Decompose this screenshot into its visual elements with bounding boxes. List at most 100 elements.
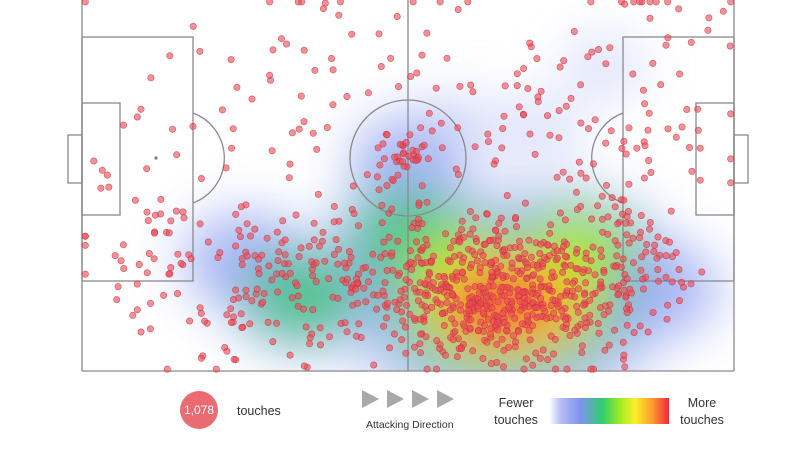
touch-point <box>464 285 472 293</box>
touch-point <box>539 304 547 312</box>
touch-point <box>639 275 647 283</box>
touch-point <box>143 165 151 173</box>
touch-point <box>380 322 388 330</box>
touch-point <box>644 126 652 134</box>
touch-point <box>573 302 581 310</box>
touch-point <box>405 152 413 160</box>
touch-point <box>607 127 615 135</box>
touch-point <box>419 244 427 252</box>
touch-point <box>229 125 237 133</box>
touch-point <box>586 296 594 304</box>
touch-point <box>374 291 382 299</box>
touch-point <box>418 220 426 228</box>
touch-point <box>362 263 370 271</box>
touch-point <box>543 112 551 120</box>
touch-point <box>662 252 670 260</box>
touch-point <box>446 258 454 266</box>
touch-point <box>630 328 638 336</box>
touch-point <box>614 291 622 299</box>
touch-point <box>189 22 197 30</box>
touch-point <box>727 179 735 187</box>
touch-point <box>456 301 464 309</box>
touch-point <box>399 150 407 158</box>
touch-point <box>525 326 533 334</box>
touch-point <box>383 131 391 139</box>
touch-point <box>588 48 596 56</box>
touch-point <box>602 139 610 147</box>
touch-point <box>438 144 446 152</box>
touch-point <box>649 59 657 67</box>
touch-point <box>451 320 459 328</box>
touch-point <box>437 119 445 127</box>
touch-point <box>561 262 569 270</box>
touch-point <box>683 106 691 114</box>
touch-point <box>394 237 402 245</box>
touch-point <box>615 282 623 290</box>
touch-point <box>412 238 420 246</box>
touch-point <box>378 201 386 209</box>
touch-point <box>563 365 571 373</box>
touch-point <box>582 174 590 182</box>
touch-point <box>511 214 519 222</box>
touch-point <box>675 297 683 305</box>
touch-point <box>453 353 461 361</box>
touch-point <box>698 268 706 276</box>
touch-point <box>458 268 466 276</box>
touch-point <box>319 228 327 236</box>
touch-point <box>228 144 236 152</box>
attacking-direction-label: Attacking Direction <box>366 419 454 431</box>
play-arrow-icon <box>412 390 429 408</box>
touch-point <box>450 237 458 245</box>
touch-point <box>484 130 492 138</box>
touch-point <box>595 329 603 337</box>
touch-point <box>329 101 337 109</box>
touch-point <box>591 271 599 279</box>
touch-point <box>516 237 524 245</box>
right-penalty-arc <box>591 112 624 204</box>
touch-point <box>654 233 662 241</box>
touch-point <box>727 0 735 6</box>
touch-point <box>163 365 171 373</box>
touch-point <box>572 249 580 257</box>
touch-point <box>687 38 695 46</box>
touch-point <box>248 95 256 103</box>
touch-point <box>559 168 567 176</box>
touch-point <box>433 298 441 306</box>
touch-point <box>315 242 323 250</box>
touch-point <box>488 304 496 312</box>
touch-point <box>514 327 522 335</box>
touch-point <box>323 124 331 132</box>
touch-point <box>334 245 342 253</box>
touch-point <box>394 171 402 179</box>
touch-point <box>330 203 338 211</box>
touch-point <box>428 257 436 265</box>
touch-point <box>253 285 261 293</box>
touch-point <box>521 299 529 307</box>
touch-point <box>313 145 321 153</box>
touch-point <box>441 274 449 282</box>
touch-point <box>624 208 632 216</box>
touch-point <box>196 220 204 228</box>
touch-point <box>594 202 602 210</box>
touch-point <box>306 334 314 342</box>
heat-blobs <box>172 34 729 371</box>
touch-point <box>337 0 344 6</box>
touch-point <box>284 260 292 268</box>
touch-point <box>667 207 675 215</box>
touch-point <box>571 293 579 301</box>
touch-point <box>559 268 567 276</box>
touch-point <box>608 194 616 202</box>
touch-point <box>230 355 238 363</box>
touches-label: touches <box>237 404 281 418</box>
touch-point <box>654 266 662 274</box>
touch-point <box>572 188 580 196</box>
touch-point <box>412 147 420 155</box>
play-arrow-icon <box>362 390 379 408</box>
left-penalty-spot <box>154 156 158 160</box>
touch-point <box>499 363 507 371</box>
touch-point <box>664 34 672 42</box>
touch-point <box>488 268 496 276</box>
touch-point <box>275 248 283 256</box>
touch-point <box>197 354 205 362</box>
touch-point <box>416 349 424 357</box>
